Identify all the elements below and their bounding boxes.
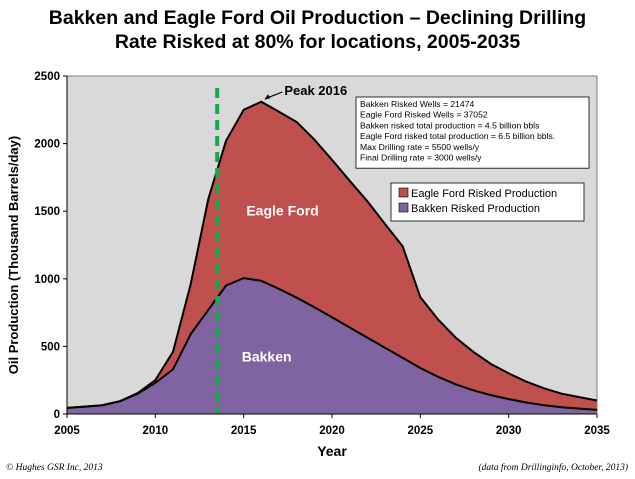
info-box-line: Final Drilling rate = 3000 wells/y <box>360 153 482 163</box>
bakken-line <box>66 277 598 411</box>
y-axis-title: Oil Production (Thousand Barrels/day) <box>6 136 21 374</box>
info-box-line: Bakken risked total production = 4.5 bil… <box>360 120 539 130</box>
chart-title-line-2: Rate Risked at 80% for locations, 2005-2… <box>114 31 521 53</box>
peak-annotation-label: Peak 2016 <box>284 83 347 98</box>
x-tick-label: 2025 <box>408 425 434 437</box>
y-tick-label: 0 <box>54 409 60 421</box>
x-tick-label: 2010 <box>143 425 169 437</box>
info-box-line: Eagle Ford Risked Wells = 37052 <box>360 110 488 120</box>
bakken-area-label: Bakken <box>242 348 292 364</box>
stacked-areas <box>66 88 598 414</box>
x-tick-label: 2035 <box>584 425 610 437</box>
legend-box <box>390 182 585 222</box>
info-box-line: Bakken Risked Wells = 21474 <box>360 99 474 109</box>
y-tick-label: 2000 <box>34 139 60 151</box>
y-tick-label: 1000 <box>34 274 60 286</box>
area-eagle-ford <box>67 101 597 410</box>
legend-swatch <box>398 187 409 198</box>
info-box <box>355 96 590 169</box>
chart-title-line-1: Bakken and Eagle Ford Oil Production – D… <box>48 7 587 29</box>
peak-arrow-head <box>264 94 271 100</box>
y-tick-label: 500 <box>41 341 60 353</box>
x-tick-label: 2020 <box>319 425 345 437</box>
x-tick-label: 2030 <box>496 425 522 437</box>
copyright-note: © Hughes GSR Inc, 2013 <box>6 463 103 473</box>
y-tick-label: 1500 <box>34 206 60 218</box>
chart-title: Bakken and Eagle Ford Oil Production – D… <box>0 6 635 54</box>
x-tick-label: 2015 <box>231 425 257 437</box>
axes: 0 500 1000 1500 2000 2500 2005 2010 2015 2020 2025… <box>6 71 610 459</box>
area-bakken <box>67 278 597 414</box>
total-line <box>66 100 598 409</box>
x-axis-title: Year <box>317 443 347 459</box>
legend-swatch <box>398 202 409 213</box>
legend-label: Bakken Risked Production <box>411 203 540 215</box>
annotations: Eagle Ford Bakken Peak 2016 Bakken Risked W… <box>242 83 590 364</box>
info-box-line: Max Drilling rate = 5500 wells/y <box>360 142 480 152</box>
data-source-note: (data from Drillinginfo, October, 2013) <box>478 463 628 473</box>
legend-label: Eagle Ford Risked Production <box>411 188 557 200</box>
eagle-ford-area-label: Eagle Ford <box>246 202 318 218</box>
y-tick-label: 2500 <box>34 71 60 83</box>
x-tick-label: 2005 <box>54 425 80 437</box>
info-box-line: Eagle Ford risked total production = 6.5… <box>360 131 555 141</box>
